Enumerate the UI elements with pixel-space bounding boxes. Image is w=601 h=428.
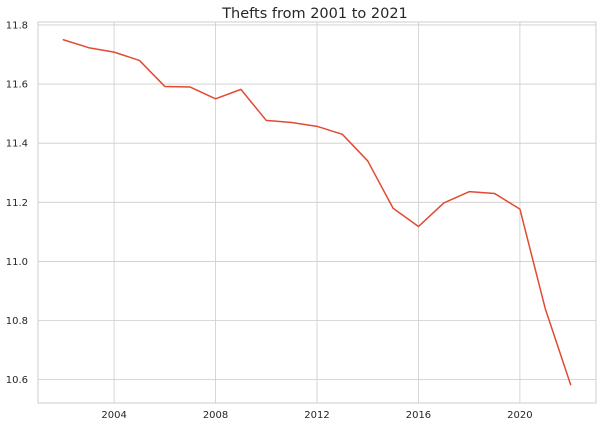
y-tick-label: 11.8 xyxy=(6,20,28,31)
grid-lines xyxy=(38,22,596,403)
series-group xyxy=(62,38,572,386)
y-tick-label: 11.4 xyxy=(6,139,28,150)
x-tick-label: 2016 xyxy=(406,410,431,421)
plot-frame xyxy=(37,21,597,404)
x-tick-label: 2012 xyxy=(304,410,329,421)
x-axis-ticks: 2004 2008 2012 2016 2020 xyxy=(101,410,532,421)
y-tick-label: 11.0 xyxy=(6,257,28,268)
y-tick-label: 10.8 xyxy=(6,316,28,327)
y-axis-ticks: 10.6 10.8 11.0 11.2 11.4 11.6 11.8 xyxy=(6,20,28,386)
x-tick-label: 2004 xyxy=(101,410,126,421)
y-tick-label: 11.6 xyxy=(6,80,28,91)
x-tick-label: 2020 xyxy=(507,410,532,421)
x-tick-label: 2008 xyxy=(203,410,228,421)
y-tick-label: 10.6 xyxy=(6,375,28,386)
y-tick-label: 11.2 xyxy=(6,198,28,209)
chart-title: Thefts from 2001 to 2021 xyxy=(221,6,408,22)
